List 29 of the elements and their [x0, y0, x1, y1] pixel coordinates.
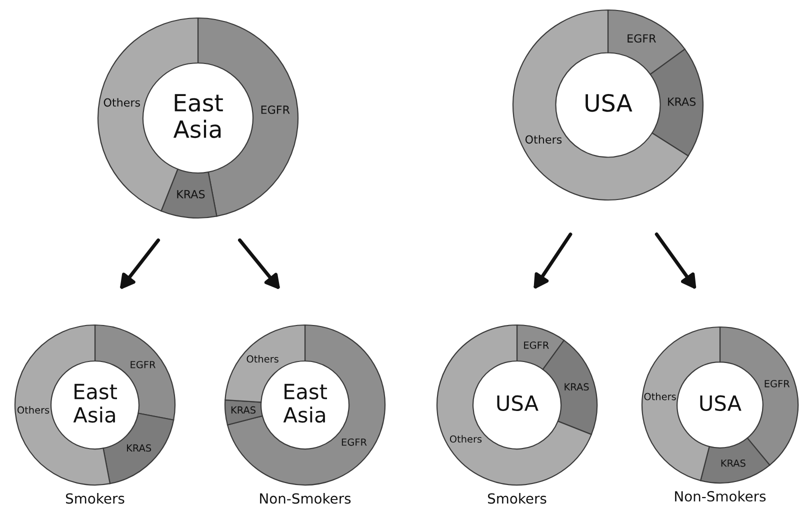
text: USA — [586, 94, 632, 112]
slice-label: Others — [104, 98, 140, 107]
slice-label: Others — [246, 355, 278, 363]
text: Non-Smokers — [675, 490, 766, 502]
donut-slice — [226, 324, 386, 486]
slice-label: KRAS — [668, 98, 696, 106]
slice-label: EGFR — [628, 34, 656, 43]
slice-label: EGFR — [342, 438, 367, 446]
text: USA — [700, 395, 742, 412]
text: USA — [497, 395, 538, 412]
text: Non-Smokers — [260, 493, 351, 504]
slice-label: Others — [17, 406, 50, 414]
text: Smokers — [66, 493, 124, 504]
slice-label: KRAS — [127, 444, 152, 452]
slice-label: KRAS — [721, 459, 746, 467]
slice-label: Others — [644, 392, 676, 400]
slice-label: KRAS — [564, 383, 589, 391]
text: Smokers — [488, 493, 546, 504]
slice-label: KRAS — [231, 406, 256, 414]
text: East Asia — [283, 384, 327, 423]
text: East Asia — [173, 94, 223, 138]
slice-label: EGFR — [524, 342, 549, 349]
slice-label: EGFR — [261, 106, 290, 114]
slice-label: EGFR — [130, 360, 156, 368]
slice-label: KRAS — [177, 190, 205, 198]
slice-label: EGFR — [764, 380, 790, 388]
text: East Asia — [73, 384, 117, 423]
slice-label: Others — [450, 435, 482, 443]
slice-label: Others — [525, 135, 562, 144]
